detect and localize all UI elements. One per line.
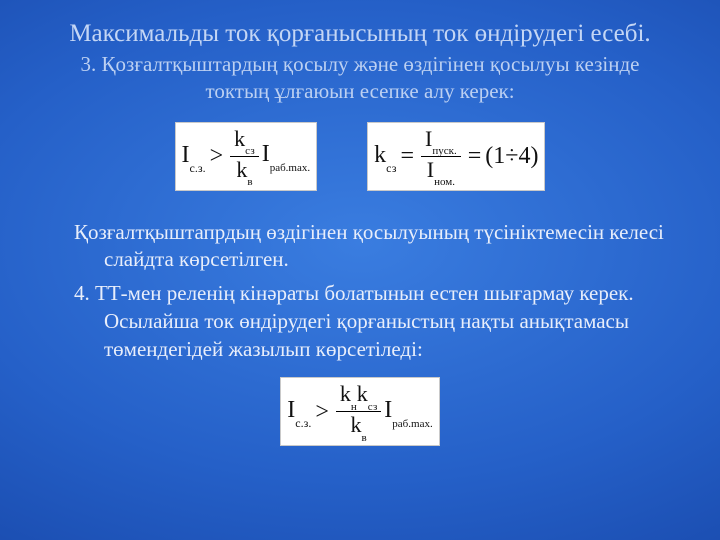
formula-row-1: Iс.з. > kсз kв Iраб.max. kсз = Iпуск. Iн… <box>44 122 676 191</box>
body-paragraph-1: Қозғалтқыштапрдың өздігінен қосылуының т… <box>44 219 676 274</box>
formula-3: Iс.з. > kнkсз kв Iраб.max. <box>280 377 439 446</box>
body-paragraph-2: 4. ТТ-мен реленің кінәраты болатынын ест… <box>44 280 676 363</box>
slide: Максимальды ток қорғанысының ток өндіруд… <box>0 0 720 540</box>
slide-subtitle: 3. Қозғалтқыштардың қосылу және өздігіне… <box>64 51 656 104</box>
formula-2: kсз = Iпуск. Iном. = (1÷4) <box>367 122 545 191</box>
formula-1: Iс.з. > kсз kв Iраб.max. <box>175 122 318 191</box>
formula-row-2: Iс.з. > kнkсз kв Iраб.max. <box>44 377 676 446</box>
slide-title: Максимальды ток қорғанысының ток өндіруд… <box>44 18 676 49</box>
